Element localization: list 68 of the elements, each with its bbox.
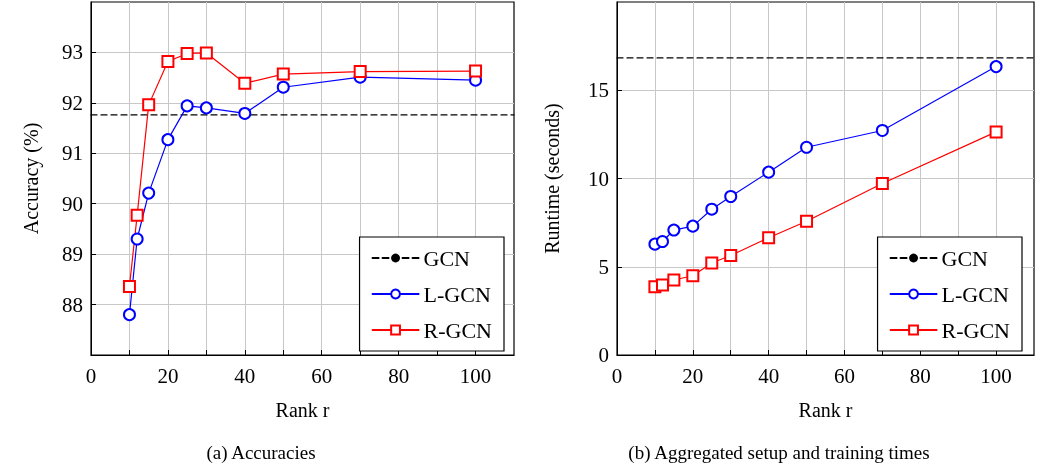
point bbox=[686, 219, 700, 233]
y-tick-label: 91 bbox=[62, 141, 83, 166]
point bbox=[800, 214, 814, 228]
point bbox=[655, 278, 669, 292]
point bbox=[276, 80, 290, 94]
point bbox=[142, 98, 156, 112]
point bbox=[667, 273, 681, 287]
point bbox=[724, 190, 738, 203]
point bbox=[199, 46, 213, 60]
x-axis-title: Rank r bbox=[275, 399, 330, 421]
y-tick-label: 15 bbox=[588, 78, 609, 103]
point bbox=[199, 101, 213, 115]
text: (b) Aggregated setup and training times bbox=[628, 442, 930, 464]
y-axis-title: Accuracy (%) bbox=[20, 122, 43, 235]
point bbox=[276, 67, 290, 81]
x-tick-label: 100 bbox=[459, 363, 492, 388]
point bbox=[667, 223, 681, 237]
legend-label: GCN bbox=[941, 245, 989, 271]
x-tick-label: 60 bbox=[833, 363, 855, 388]
y-tick-label: 92 bbox=[62, 90, 83, 115]
x-tick-label: 80 bbox=[388, 363, 410, 388]
y-tick-label: 10 bbox=[588, 166, 609, 191]
point bbox=[989, 125, 1003, 139]
y-tick-label: 93 bbox=[62, 40, 83, 65]
point bbox=[724, 248, 738, 262]
point bbox=[705, 202, 719, 216]
point bbox=[122, 308, 136, 322]
x-tick-label: 40 bbox=[234, 363, 256, 388]
point bbox=[238, 106, 252, 120]
point bbox=[180, 99, 194, 113]
y-tick-label: 88 bbox=[62, 292, 83, 317]
point bbox=[161, 133, 175, 147]
point bbox=[130, 208, 144, 222]
y-tick-label: 89 bbox=[62, 242, 83, 267]
x-axis-title: Rank r bbox=[798, 399, 853, 421]
legend-label: L-GCN bbox=[423, 281, 491, 307]
x-tick-label: 20 bbox=[157, 363, 179, 388]
point bbox=[989, 60, 1003, 74]
y-axis-title: Runtime (seconds) bbox=[541, 103, 564, 254]
point bbox=[142, 186, 156, 200]
point bbox=[353, 65, 367, 79]
y-tick-label: 0 bbox=[598, 343, 609, 367]
y-tick-label: 5 bbox=[598, 254, 609, 279]
point bbox=[686, 269, 700, 283]
x-tick-label: 60 bbox=[311, 363, 333, 388]
legend-label: GCN bbox=[423, 245, 471, 271]
point bbox=[180, 46, 194, 60]
x-tick-label: 80 bbox=[909, 363, 931, 388]
point bbox=[161, 55, 175, 69]
legend-label: R-GCN bbox=[941, 317, 1011, 343]
x-tick-label: 40 bbox=[758, 363, 780, 388]
y-tick-label: 90 bbox=[62, 191, 83, 216]
point bbox=[875, 123, 889, 137]
point bbox=[238, 76, 252, 90]
legend-label: L-GCN bbox=[941, 281, 1009, 307]
point bbox=[130, 232, 144, 246]
point bbox=[762, 165, 776, 179]
point bbox=[800, 140, 814, 154]
point bbox=[762, 231, 776, 245]
legend-label: R-GCN bbox=[423, 317, 493, 343]
point bbox=[122, 279, 136, 293]
x-tick-label: 20 bbox=[682, 363, 704, 388]
point bbox=[469, 64, 483, 78]
point bbox=[705, 256, 719, 270]
x-tick-label: 100 bbox=[980, 363, 1012, 388]
text: (a) Accuracies bbox=[206, 442, 316, 464]
point bbox=[656, 235, 669, 249]
point bbox=[875, 176, 889, 190]
